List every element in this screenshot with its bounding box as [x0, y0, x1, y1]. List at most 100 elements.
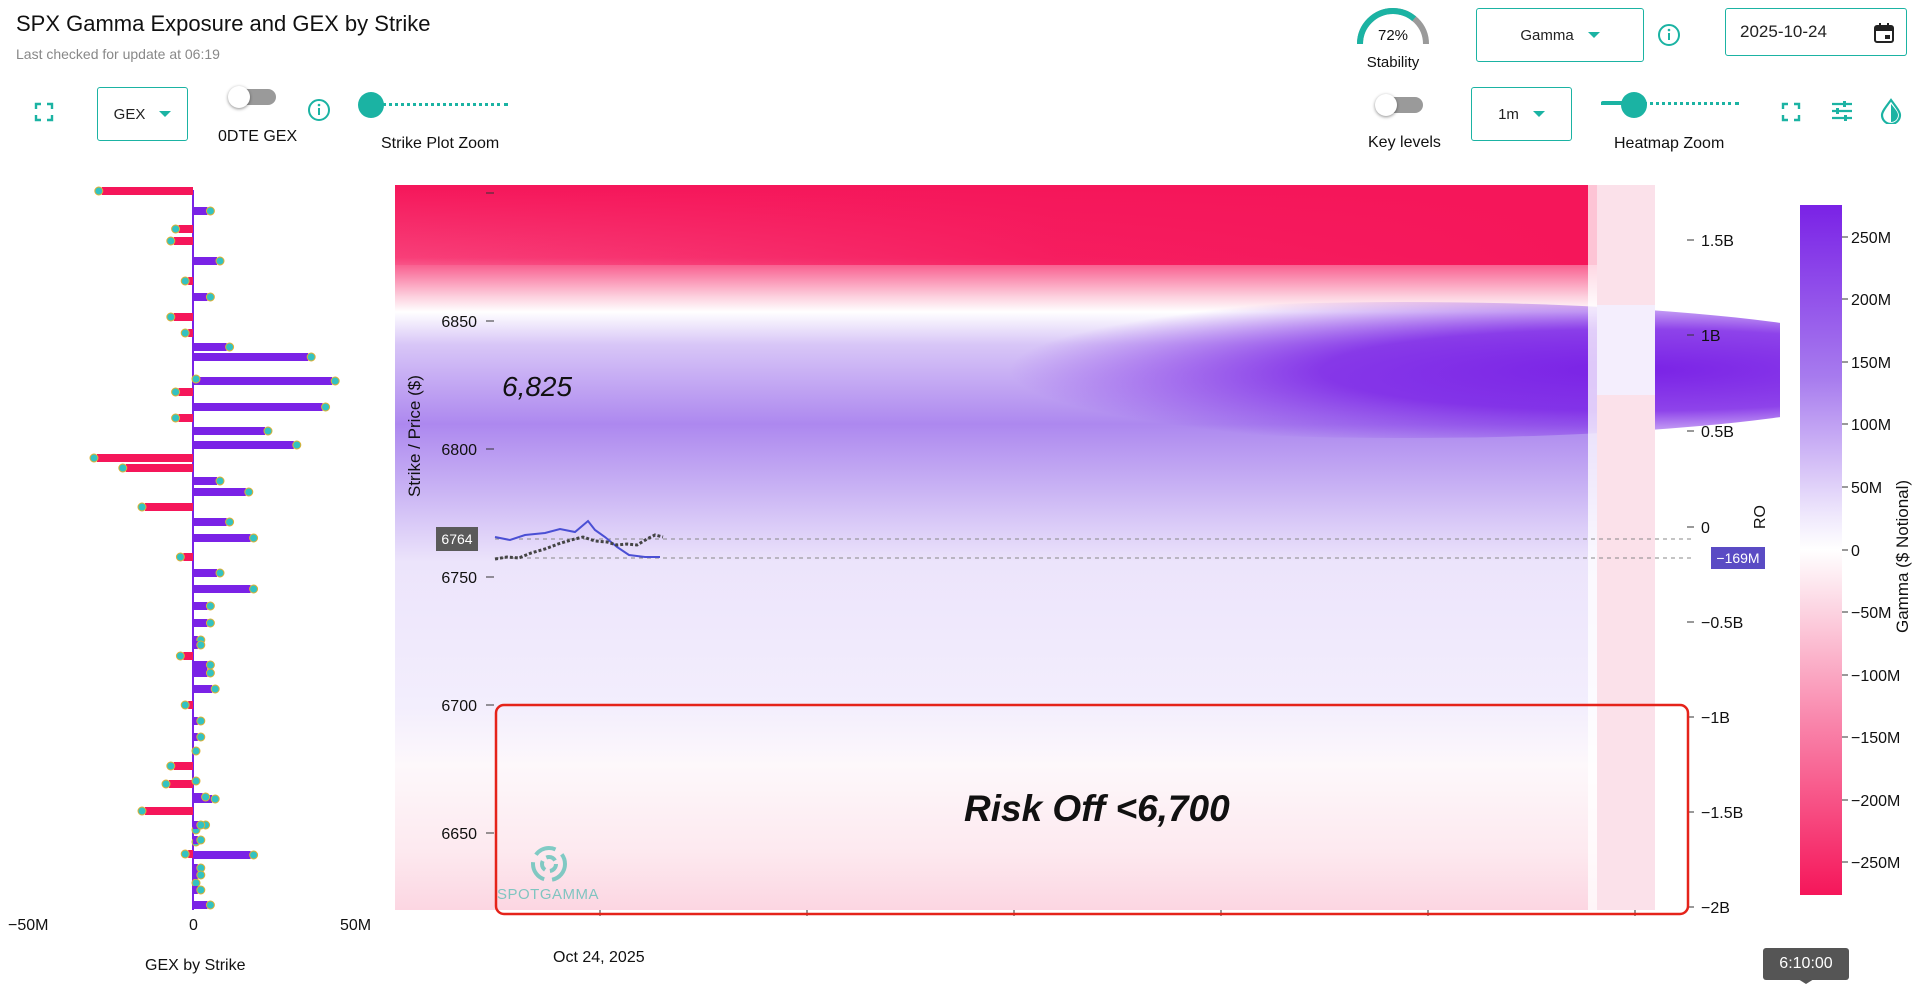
- gex-bar: [145, 503, 193, 511]
- strike-zoom-handle[interactable]: [358, 92, 384, 118]
- gex-bar: [188, 850, 193, 858]
- right-tick-label: 1B: [1701, 328, 1721, 345]
- colorbar-tick-label: 0: [1851, 543, 1860, 560]
- gex-x-label: GEX by Strike: [145, 957, 246, 974]
- strike-plot-zoom-slider[interactable]: [358, 90, 508, 120]
- gex-bar: [193, 569, 217, 577]
- gex-bar: [193, 534, 251, 542]
- gex-bar-marker: [180, 700, 190, 710]
- metric-select[interactable]: Gamma: [1476, 8, 1644, 62]
- heatmap-y-label: Strike / Price ($): [405, 375, 424, 497]
- gex-bar: [193, 293, 208, 301]
- gex-bar-marker: [196, 885, 206, 895]
- gex-bar: [193, 685, 213, 693]
- gex-bar: [193, 717, 198, 725]
- gex-bar: [188, 329, 193, 337]
- heatmap-zoom-label: Heatmap Zoom: [1614, 135, 1725, 152]
- gex-bar: [178, 414, 193, 422]
- gex-bar: [193, 851, 251, 859]
- stability-gauge: 72% Stability: [1355, 4, 1431, 74]
- gex-bar: [193, 518, 227, 526]
- gex-bar-marker: [215, 568, 225, 578]
- gex-bar-marker: [175, 651, 185, 661]
- stability-label: Stability: [1366, 54, 1420, 71]
- gex-select[interactable]: GEX: [97, 87, 188, 141]
- gex-bar-marker: [205, 668, 215, 678]
- y-tick-label: 6650: [441, 826, 477, 843]
- gex-bar-marker: [196, 820, 206, 830]
- gex-bar: [193, 636, 198, 644]
- right-axis-label: RO: [1752, 505, 1769, 529]
- gex-bar-marker: [205, 206, 215, 216]
- chevron-down-icon: [1587, 32, 1600, 38]
- gex-bar-marker: [210, 684, 220, 694]
- colorbar-tick-label: −100M: [1851, 668, 1900, 685]
- sliders-icon[interactable]: [1830, 99, 1854, 123]
- gex-bar-marker: [205, 601, 215, 611]
- y-tick-label: 6700: [441, 698, 477, 715]
- gex-bar-marker: [118, 463, 128, 473]
- colorbar-tick-label: 50M: [1851, 480, 1882, 497]
- gex-bar: [193, 669, 208, 677]
- gex-bar-marker: [137, 502, 147, 512]
- odte-gex-toggle[interactable]: [228, 86, 278, 108]
- interval-select-value: 1m: [1498, 105, 1519, 123]
- gex-bar-marker: [225, 342, 235, 352]
- gex-bar: [193, 207, 208, 215]
- gex-bar-marker: [205, 292, 215, 302]
- gex-bar: [193, 488, 246, 496]
- key-levels-toggle[interactable]: [1375, 94, 1425, 116]
- spotgamma-logo-icon: [531, 846, 567, 882]
- gex-bar: [193, 602, 208, 610]
- gex-bar-marker: [205, 660, 215, 670]
- gex-bar: [193, 886, 198, 894]
- date-picker[interactable]: 2025-10-24: [1725, 8, 1907, 56]
- gex-bar-marker: [292, 440, 302, 450]
- color-drop-icon[interactable]: [1880, 98, 1902, 124]
- gex-bar: [193, 619, 208, 627]
- y-tick-label: 6850: [441, 314, 477, 331]
- gex-bar-marker: [171, 413, 181, 423]
- fullscreen-icon[interactable]: [34, 102, 54, 122]
- gamma-line: [494, 519, 660, 558]
- right-tick-label: 1.5B: [1701, 233, 1734, 250]
- gex-bar: [188, 701, 193, 709]
- gex-bar-marker: [180, 849, 190, 859]
- info-icon[interactable]: [1657, 23, 1681, 47]
- gex-bar: [193, 343, 227, 351]
- gex-bar: [193, 836, 198, 844]
- key-levels-label: Key levels: [1368, 134, 1441, 151]
- fullscreen-icon[interactable]: [1781, 102, 1801, 122]
- gex-bar: [193, 661, 208, 669]
- right-tick-label: 0: [1701, 520, 1710, 537]
- heatmap-date: Oct 24, 2025: [553, 949, 645, 966]
- colorbar-label: Gamma ($ Notional): [1893, 479, 1912, 633]
- gex-bar: [193, 427, 265, 435]
- date-value: 2025-10-24: [1740, 22, 1827, 41]
- right-tick-label: −1B: [1701, 710, 1730, 727]
- gex-bar-marker: [249, 850, 259, 860]
- gex-bar: [193, 477, 217, 485]
- heatmap-zoom-handle[interactable]: [1621, 92, 1648, 118]
- gex-bar: [193, 403, 323, 411]
- info-icon[interactable]: [307, 98, 331, 122]
- page-title: SPX Gamma Exposure and GEX by Strike: [16, 11, 431, 36]
- gex-x-tick: 50M: [340, 917, 372, 934]
- gex-bar: [183, 652, 193, 660]
- interval-select[interactable]: 1m: [1471, 87, 1572, 141]
- gex-bar: [193, 641, 198, 649]
- colorbar-tick-label: 250M: [1851, 230, 1891, 247]
- gex-bar-marker: [330, 376, 340, 386]
- risk-off-annotation: Risk Off <6,700: [964, 788, 1230, 829]
- gamma-heatmap[interactable]: [395, 185, 1780, 920]
- metric-select-value: Gamma: [1520, 26, 1574, 44]
- colorbar-tick-label: 200M: [1851, 292, 1891, 309]
- gex-bar-marker: [89, 453, 99, 463]
- gex-bar: [193, 377, 333, 385]
- right-tick-label: −0.5B: [1701, 615, 1743, 632]
- heatmap-zoom-slider[interactable]: [1601, 90, 1739, 120]
- colorbar-tick-label: −250M: [1851, 855, 1900, 872]
- colorbar-tick-label: −150M: [1851, 730, 1900, 747]
- gex-bar: [193, 585, 251, 593]
- spotgamma-watermark: SPOTGAMMA: [497, 844, 599, 904]
